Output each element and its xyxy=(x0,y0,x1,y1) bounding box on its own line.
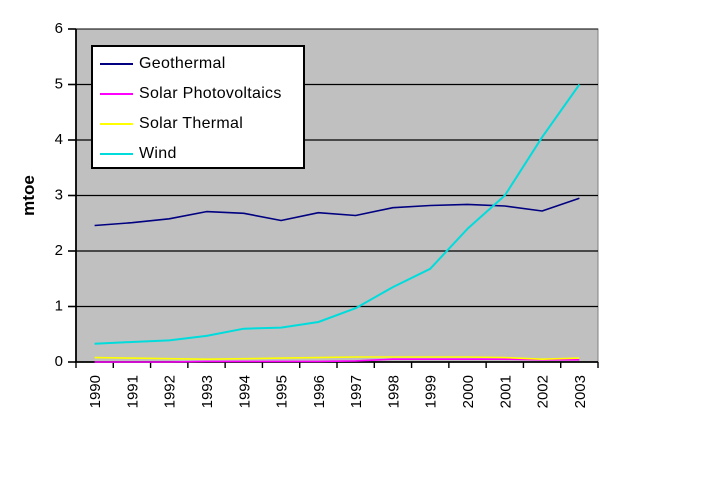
series-line-solar-photovoltaics xyxy=(94,358,580,363)
legend-label-solar-photovoltaics: Solar Photovoltaics xyxy=(139,85,282,102)
x-label-1991: 1991 xyxy=(124,375,141,408)
solar-photovoltaics-line-swatch xyxy=(100,93,133,95)
x-label-1992: 1992 xyxy=(162,375,179,408)
y-tick-label-4: 4 xyxy=(55,131,63,148)
y-tick-label-2: 2 xyxy=(55,242,63,259)
legend-label-wind: Wind xyxy=(139,145,177,162)
x-label-2003: 2003 xyxy=(572,375,589,408)
y-axis-title: mtoe xyxy=(19,175,38,216)
legend-label-geothermal: Geothermal xyxy=(139,55,226,72)
series-line-geothermal xyxy=(94,197,580,227)
y-tick-label-0: 0 xyxy=(55,353,63,370)
y-tick-label-5: 5 xyxy=(55,76,63,93)
wind-line-swatch xyxy=(100,153,133,155)
x-label-1993: 1993 xyxy=(199,375,216,408)
x-label-2001: 2001 xyxy=(497,375,514,408)
legend-item-geothermal: Geothermal xyxy=(93,49,303,79)
x-label-1998: 1998 xyxy=(385,375,402,408)
y-tick-label-1: 1 xyxy=(55,298,63,315)
y-tick-label-6: 6 xyxy=(55,20,63,37)
x-label-1994: 1994 xyxy=(236,375,253,408)
solar-thermal-line-swatch xyxy=(100,123,133,125)
legend-box: Geothermal Solar Photovoltaics Solar The… xyxy=(91,45,305,169)
legend-label-solar-thermal: Solar Thermal xyxy=(139,115,244,132)
x-label-1997: 1997 xyxy=(348,375,365,408)
legend-item-solar-photovoltaics: Solar Photovoltaics xyxy=(93,79,303,109)
y-tick-label-3: 3 xyxy=(55,187,63,204)
series-line-wind xyxy=(94,83,581,345)
legend-item-wind: Wind xyxy=(93,139,303,169)
x-label-1995: 1995 xyxy=(274,375,291,408)
x-label-1999: 1999 xyxy=(423,375,440,408)
legend-item-solar-thermal: Solar Thermal xyxy=(93,109,303,139)
geothermal-line-swatch xyxy=(100,63,133,65)
x-label-2000: 2000 xyxy=(460,375,477,408)
x-label-1990: 1990 xyxy=(87,375,104,408)
x-label-2002: 2002 xyxy=(535,375,552,408)
series-line-solar-thermal xyxy=(94,356,580,361)
x-label-1996: 1996 xyxy=(311,375,328,408)
